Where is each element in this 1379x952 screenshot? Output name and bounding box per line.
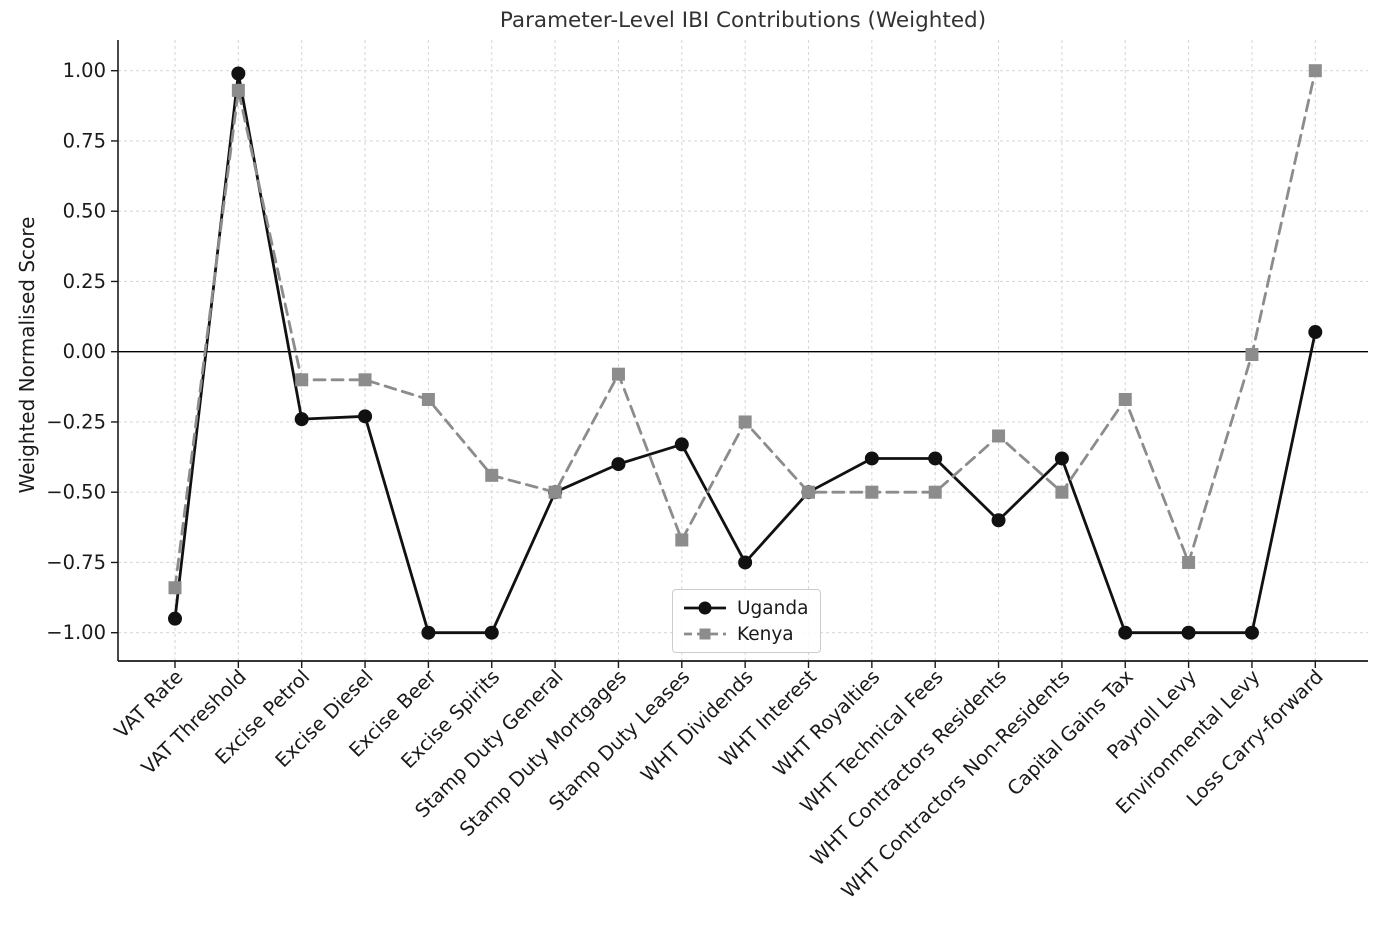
data-point-kenya xyxy=(738,415,752,429)
data-point-uganda xyxy=(1118,625,1133,640)
data-point-kenya xyxy=(485,468,499,482)
data-point-kenya xyxy=(1182,555,1196,569)
data-point-kenya xyxy=(1118,392,1132,406)
data-point-kenya xyxy=(358,373,372,387)
data-point-kenya xyxy=(802,485,815,499)
svg-text:−0.25: −0.25 xyxy=(46,410,106,433)
legend-item-kenya: Kenya xyxy=(682,621,808,647)
data-point-uganda xyxy=(1054,451,1069,466)
data-point-uganda xyxy=(358,409,373,424)
data-point-kenya xyxy=(548,485,562,499)
uganda-line-swatch xyxy=(684,601,726,615)
data-point-uganda xyxy=(484,625,499,640)
data-point-kenya xyxy=(1308,64,1322,78)
data-point-kenya xyxy=(231,83,245,97)
data-point-kenya xyxy=(1245,348,1259,362)
kenya-line-swatch xyxy=(684,628,726,640)
data-point-uganda xyxy=(738,555,753,570)
axes-spines xyxy=(117,40,1368,662)
y-axis-ticks: 1.00 0.75 0.50 0.25 0.00 −0.25 −0.50 −0.75 −1.00 xyxy=(46,59,118,644)
legend: Uganda Kenya xyxy=(672,589,822,653)
x-tick-label: WHT Dividends xyxy=(636,665,757,786)
svg-text:−1.00: −1.00 xyxy=(46,621,106,644)
chart-title: Parameter-Level IBI Contributions (Weigh… xyxy=(499,8,987,33)
data-point-kenya xyxy=(295,373,309,387)
x-tick-label: WHT Royalties xyxy=(769,665,885,781)
legend-item-uganda: Uganda xyxy=(682,595,808,621)
data-point-kenya xyxy=(421,392,435,406)
data-point-uganda xyxy=(611,457,626,472)
data-point-kenya xyxy=(865,485,879,499)
svg-text:0.75: 0.75 xyxy=(63,129,106,152)
data-point-uganda xyxy=(1308,325,1323,340)
data-point-kenya xyxy=(992,429,1006,443)
data-point-uganda xyxy=(674,437,689,452)
legend-label-uganda: Uganda xyxy=(737,597,809,619)
data-point-kenya xyxy=(928,485,942,499)
svg-text:−0.50: −0.50 xyxy=(46,481,106,504)
data-point-uganda xyxy=(1181,625,1196,640)
data-point-kenya xyxy=(611,367,625,381)
series-kenya xyxy=(168,64,1322,595)
data-point-uganda xyxy=(231,66,246,81)
svg-text:−0.75: −0.75 xyxy=(46,551,106,574)
data-point-uganda xyxy=(421,625,436,640)
svg-text:0.25: 0.25 xyxy=(63,270,106,293)
series-uganda xyxy=(168,66,1323,640)
data-point-kenya xyxy=(1055,485,1069,499)
data-point-uganda xyxy=(294,412,309,427)
data-point-uganda xyxy=(928,451,943,466)
x-tick-label: WHT Contractors Non-Residents xyxy=(837,665,1075,903)
data-point-kenya xyxy=(675,533,689,547)
data-point-uganda xyxy=(1244,625,1259,640)
data-point-kenya xyxy=(168,581,182,595)
svg-text:1.00: 1.00 xyxy=(63,59,106,82)
svg-text:0.00: 0.00 xyxy=(63,340,106,363)
data-point-uganda xyxy=(864,451,879,466)
legend-label-kenya: Kenya xyxy=(737,623,794,645)
data-point-uganda xyxy=(168,611,182,626)
data-point-uganda xyxy=(991,513,1006,528)
svg-text:0.50: 0.50 xyxy=(63,200,106,223)
